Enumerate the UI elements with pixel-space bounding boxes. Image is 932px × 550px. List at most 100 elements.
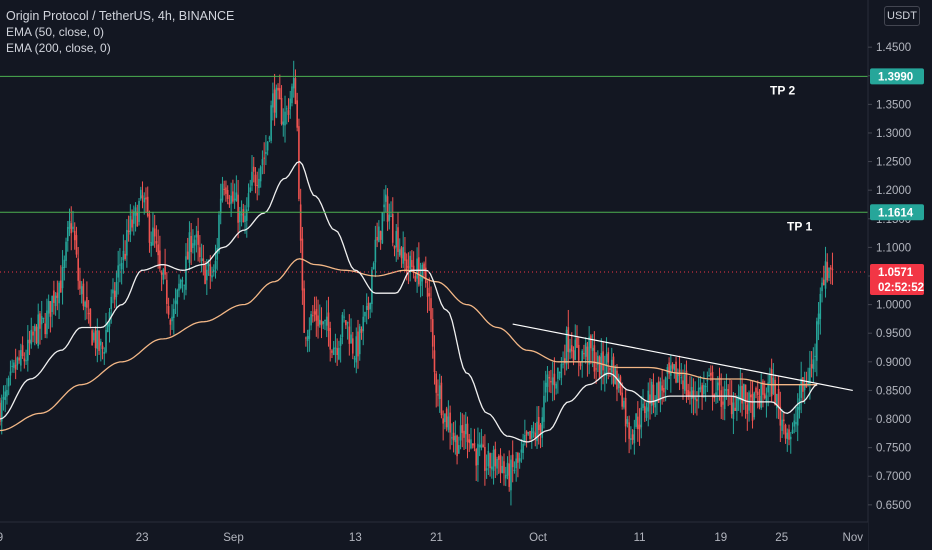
- candle-body: [47, 300, 50, 314]
- candle-body: [322, 321, 325, 324]
- candle-body: [595, 368, 597, 370]
- candle-body: [435, 373, 438, 393]
- candle-body: [160, 272, 163, 275]
- candle-body: [289, 98, 292, 110]
- candle-body: [77, 258, 80, 281]
- candle-body: [769, 374, 771, 384]
- candle-body: [336, 348, 338, 356]
- candle-body: [218, 214, 220, 252]
- candle-body: [597, 355, 599, 365]
- candle-body: [800, 378, 802, 398]
- candle-body: [404, 252, 406, 261]
- candle-body: [704, 386, 707, 388]
- candle-body: [61, 267, 64, 289]
- candle-body: [301, 238, 304, 291]
- candle-body: [212, 269, 215, 273]
- candle-body: [317, 315, 319, 327]
- candle-body: [197, 230, 199, 245]
- last-price-badge-bg: [870, 263, 924, 295]
- price-tick-label: 0.9500: [876, 328, 911, 340]
- candle-body: [828, 267, 830, 278]
- candle-body: [20, 350, 22, 366]
- candle-body: [364, 311, 366, 317]
- candle-body: [244, 215, 246, 222]
- candle-body: [42, 317, 45, 319]
- candle-body: [171, 316, 173, 322]
- ema200-legend[interactable]: EMA (200, close, 0): [6, 41, 111, 55]
- candle-body: [58, 282, 60, 304]
- candle-body: [532, 431, 535, 434]
- candle-body: [153, 228, 156, 237]
- candle-body: [251, 171, 253, 186]
- candle-body: [763, 393, 766, 399]
- candle-body: [287, 110, 290, 115]
- candle-body: [626, 419, 629, 424]
- candle-body: [46, 310, 48, 335]
- candle-body: [576, 337, 578, 348]
- candle-body: [345, 320, 347, 326]
- candle-body: [190, 235, 192, 253]
- candle-body: [725, 389, 728, 391]
- time-axis[interactable]: 9 23 Sep 13 21 Oct 11 19 25 Nov: [0, 521, 868, 550]
- candle-body: [581, 350, 584, 363]
- level-badge-2-text-1: 1.1614: [878, 207, 914, 219]
- candle-body: [449, 412, 451, 433]
- candle-body: [367, 302, 370, 310]
- candle-body: [664, 377, 667, 390]
- candle-body: [824, 261, 827, 289]
- candle-body: [266, 141, 269, 151]
- candle-body: [358, 326, 361, 355]
- candle-body: [550, 381, 552, 383]
- ema50-legend[interactable]: EMA (50, close, 0): [6, 25, 105, 39]
- candle-body: [369, 302, 371, 310]
- price-tick-label: 1.2000: [876, 185, 911, 197]
- candle-body: [7, 377, 10, 387]
- candle-body: [113, 290, 116, 300]
- candle-body: [706, 380, 709, 382]
- candle-body: [106, 321, 109, 333]
- candle-body: [272, 93, 274, 108]
- candle-body: [411, 260, 413, 267]
- candle-body: [438, 385, 441, 400]
- candle-body: [510, 459, 512, 491]
- price-axis[interactable]: 0.6500 0.7000 0.7500 0.8000 0.8500 0.9000 0.95…: [867, 0, 932, 550]
- candle-body: [656, 382, 658, 402]
- candle-body: [93, 332, 95, 341]
- symbol-title[interactable]: Origin Protocol / TetherUS, 4h, BINANCE: [6, 9, 235, 23]
- price-tick-label: 1.4500: [876, 42, 911, 54]
- candle-body: [136, 211, 139, 227]
- candle-body: [397, 227, 399, 252]
- candle-body: [25, 360, 27, 362]
- candle-body: [308, 329, 311, 339]
- candle-body: [282, 121, 285, 126]
- candle-body: [809, 367, 811, 384]
- candle-body: [586, 346, 589, 361]
- candle-body: [379, 231, 382, 240]
- candle-body: [447, 416, 450, 430]
- currency-label[interactable]: USDT: [884, 6, 920, 26]
- last-price-badge: 1.0571 02:52:52: [870, 263, 924, 295]
- candle-body: [70, 223, 73, 234]
- time-tick-label: 25: [775, 532, 788, 544]
- candle-body: [564, 358, 566, 364]
- candle-body: [812, 359, 815, 370]
- time-tick-label: 19: [714, 532, 727, 544]
- candle-body: [756, 391, 759, 396]
- candle-body: [489, 453, 491, 469]
- time-tick-label: Nov: [843, 532, 864, 544]
- candle-body: [4, 391, 7, 401]
- candle-body: [826, 262, 829, 281]
- candle-body: [120, 262, 123, 270]
- candle-body: [562, 363, 564, 365]
- candle-body: [219, 198, 222, 214]
- candle-body: [143, 198, 146, 203]
- candle-body: [478, 444, 481, 448]
- candle-body: [558, 372, 561, 374]
- candle-body: [303, 288, 305, 333]
- candle-body: [390, 215, 392, 217]
- candle-body: [426, 287, 429, 297]
- candle-body: [237, 194, 239, 223]
- candle-body: [537, 416, 540, 431]
- candle-body: [176, 289, 179, 305]
